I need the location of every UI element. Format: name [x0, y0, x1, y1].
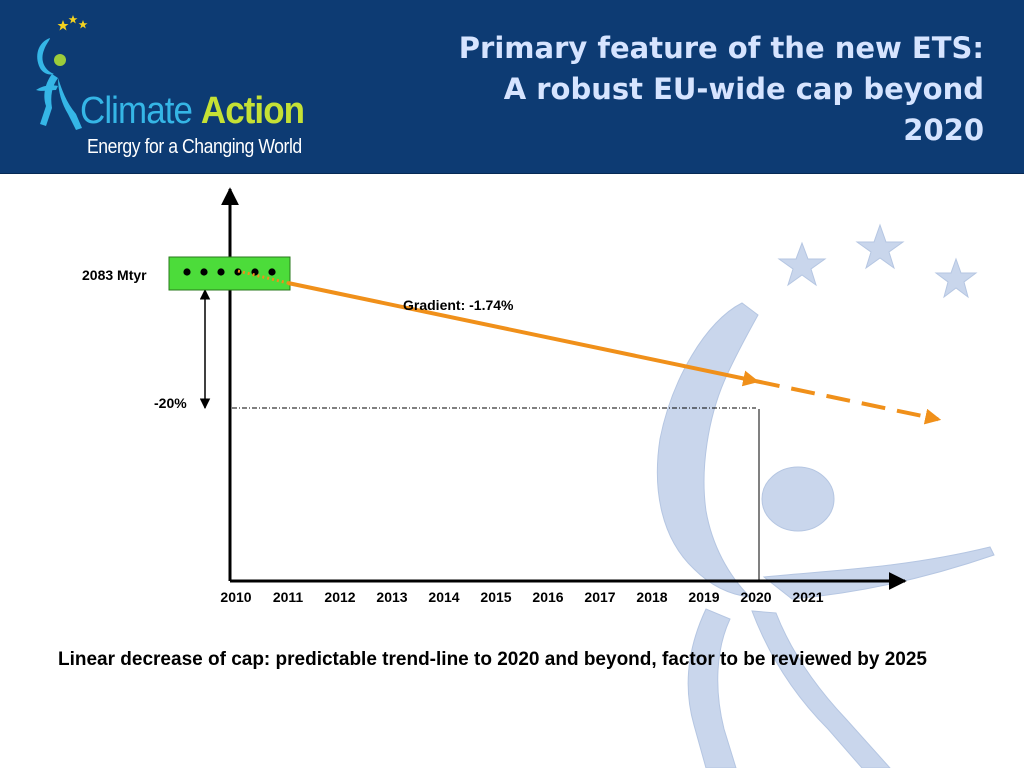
slide-caption: Linear decrease of cap: predictable tren…	[58, 649, 927, 670]
x-tick-label: 2014	[428, 589, 460, 605]
x-tick-label: 2020	[740, 589, 772, 605]
x-tick-label: 2010	[220, 589, 252, 605]
eu-climate-watermark	[656, 223, 995, 768]
x-tick-label: 2015	[480, 589, 512, 605]
x-tick-label: 2012	[324, 589, 356, 605]
trend-lead-in	[237, 269, 289, 285]
watermark-leg-icon	[687, 608, 737, 768]
watermark-star-icon	[777, 241, 827, 287]
logo-title: Climate Action	[80, 90, 305, 133]
cap-dot	[200, 268, 208, 276]
chart-axes	[221, 187, 907, 590]
cap-dot	[251, 268, 259, 276]
x-tick-label: 2018	[636, 589, 668, 605]
watermark-star-icon	[855, 223, 905, 270]
watermark-arm-icon	[762, 546, 995, 600]
x-tick-label: 2017	[584, 589, 616, 605]
logo-tagline: Energy for a Changing World	[87, 136, 302, 158]
cap-dot	[217, 268, 225, 276]
title-line-3: 2020	[903, 113, 984, 147]
x-tick-label: 2016	[532, 589, 564, 605]
cap-dot	[268, 268, 276, 276]
cap-value-label: 2083 Mtyr	[82, 267, 147, 283]
trend-line-dashed	[755, 379, 942, 425]
title-line-2: A robust EU-wide cap beyond	[503, 72, 984, 106]
title-line-1: Primary feature of the new ETS:	[458, 31, 984, 65]
logo-word-action: Action	[200, 90, 305, 132]
gradient-label: Gradient: -1.74%	[403, 297, 514, 313]
reduction-label: -20%	[154, 395, 187, 411]
cap-dot	[183, 268, 191, 276]
watermark-star-icon	[934, 257, 978, 299]
x-tick-label: 2013	[376, 589, 408, 605]
watermark-leg-icon	[751, 610, 891, 768]
x-tick-label: 2011	[272, 589, 304, 605]
climate-action-logo: Climate Action Energy for a Changing Wor…	[20, 10, 340, 170]
cap-trend-chart: 2083 Mtyr -20% Gradient: -1.74% 2010 2011…	[0, 173, 1024, 768]
header-banner: Climate Action Energy for a Changing Wor…	[0, 0, 1024, 174]
logo-figure-icon	[36, 15, 88, 130]
trend-line-solid	[287, 281, 760, 387]
chart-canvas	[168, 187, 995, 768]
slide-title: Primary feature of the new ETS: A robust…	[344, 28, 984, 151]
x-tick-label: 2021	[792, 589, 824, 605]
watermark-head-icon	[761, 466, 835, 532]
trend-lines	[237, 269, 942, 425]
watermark-figure-icon	[656, 302, 759, 598]
logo-word-climate: Climate	[80, 90, 193, 132]
x-tick-label: 2019	[688, 589, 720, 605]
